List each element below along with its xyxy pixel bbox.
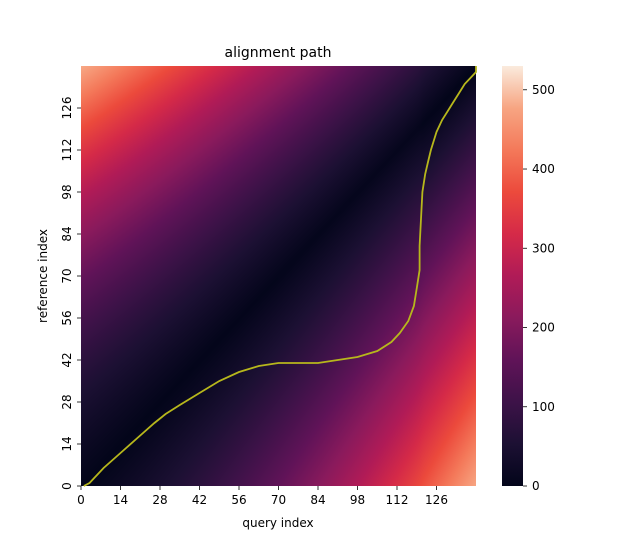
chart-title: alignment path xyxy=(224,45,331,61)
y-tick-label: 84 xyxy=(60,226,74,241)
y-tick-label: 56 xyxy=(60,310,74,325)
x-tick-label: 14 xyxy=(113,493,128,507)
plot-area xyxy=(81,66,477,487)
x-tick-label: 56 xyxy=(231,493,246,507)
y-axis-label: reference index xyxy=(36,229,50,323)
colorbar-tick-label: 300 xyxy=(532,241,555,255)
x-tick-label: 84 xyxy=(310,493,325,507)
colorbar-tick-label: 500 xyxy=(532,83,555,97)
x-tick-label: 28 xyxy=(152,493,167,507)
x-axis-ticks: 0 14 28 42 56 70 84 98 112 126 xyxy=(77,486,448,507)
x-tick-label: 0 xyxy=(77,493,85,507)
y-tick-label: 112 xyxy=(60,139,74,162)
x-axis-label: query index xyxy=(242,516,313,530)
y-axis-ticks: 0 14 28 42 56 70 84 98 112 126 xyxy=(60,97,81,490)
x-tick-label: 112 xyxy=(386,493,409,507)
colorbar-tick-label: 200 xyxy=(532,321,555,335)
y-tick-label: 70 xyxy=(60,268,74,283)
colorbar-ticks: 0 100 200 300 400 500 xyxy=(523,83,555,493)
colorbar-gradient xyxy=(502,66,523,486)
x-tick-label: 42 xyxy=(192,493,207,507)
x-tick-label: 70 xyxy=(271,493,286,507)
y-tick-label: 42 xyxy=(60,352,74,367)
y-tick-label: 28 xyxy=(60,394,74,409)
colorbar-tick-label: 400 xyxy=(532,162,555,176)
y-tick-label: 126 xyxy=(60,97,74,120)
y-tick-label: 98 xyxy=(60,184,74,199)
colorbar: 0 100 200 300 400 500 xyxy=(502,66,555,493)
y-tick-label: 0 xyxy=(60,482,74,490)
heatmap-canvas xyxy=(81,66,476,486)
x-tick-label: 126 xyxy=(425,493,448,507)
y-tick-label: 14 xyxy=(60,436,74,451)
colorbar-tick-label: 0 xyxy=(532,479,540,493)
x-tick-label: 98 xyxy=(350,493,365,507)
colorbar-tick-label: 100 xyxy=(532,400,555,414)
alignment-path-line xyxy=(83,66,477,487)
